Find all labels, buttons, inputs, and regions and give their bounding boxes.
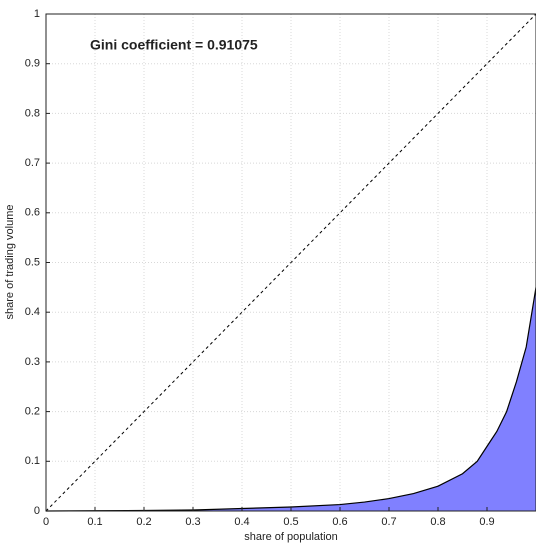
- x-tick-label: 0.2: [136, 516, 151, 528]
- x-axis-label: share of population: [244, 531, 338, 543]
- equality-line: [45, 13, 536, 512]
- area-fill: [46, 287, 536, 511]
- y-tick-label: 0.6: [25, 207, 40, 219]
- y-tick-label: 0.7: [25, 157, 40, 169]
- x-tick-label: 0.7: [381, 516, 396, 528]
- x-tick-label: 0.4: [234, 516, 249, 528]
- x-tick-label: 0.5: [283, 516, 298, 528]
- x-tick-label: 0.6: [332, 516, 347, 528]
- x-tick-label: 0.8: [430, 516, 445, 528]
- y-tick-label: 0: [34, 505, 40, 517]
- y-tick-label: 0.4: [25, 306, 40, 318]
- x-tick-label: 0.1: [87, 516, 102, 528]
- y-tick-label: 0.5: [25, 256, 40, 268]
- x-tick-label: 0.9: [479, 516, 494, 528]
- y-tick-label: 0.9: [25, 58, 40, 70]
- annotation: Gini coefficient = 0.91075: [90, 37, 258, 53]
- x-tick-label: 0: [43, 516, 49, 528]
- y-axis-label: share of trading volume: [4, 205, 16, 320]
- y-tick-label: 0.1: [25, 455, 40, 467]
- y-tick-label: 1: [34, 8, 40, 20]
- x-tick-label: 0.3: [185, 516, 200, 528]
- y-tick-label: 0.8: [25, 107, 40, 119]
- y-tick-label: 0.3: [25, 356, 40, 368]
- y-tick-label: 0.2: [25, 406, 40, 418]
